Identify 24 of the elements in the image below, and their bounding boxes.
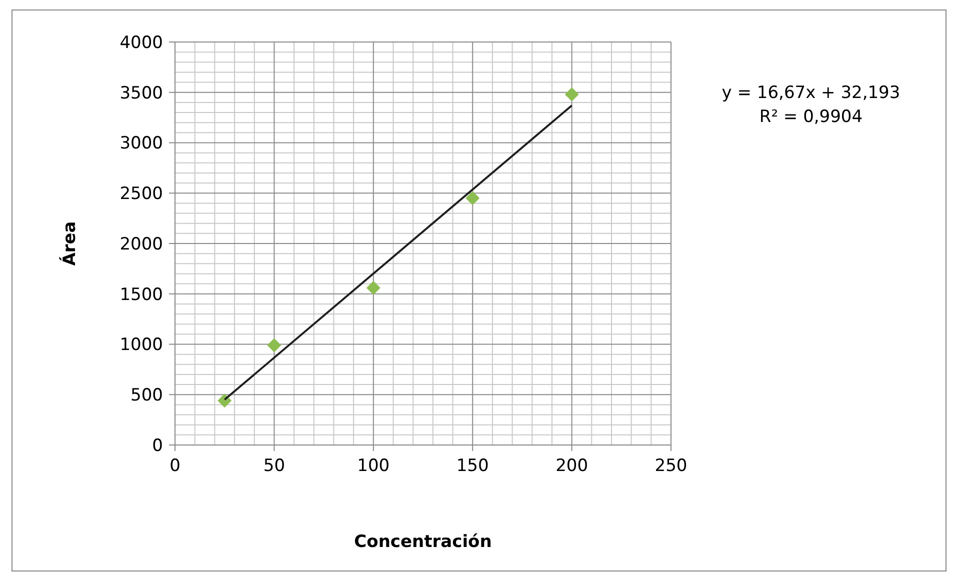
point <box>466 191 480 206</box>
y-tick-label: 2500 <box>120 184 163 204</box>
y-axis-title: Área <box>59 221 80 266</box>
x-tick-label: 50 <box>263 456 286 476</box>
y-tick-label: 2000 <box>120 234 163 254</box>
y-tick-label: 4000 <box>120 32 163 53</box>
point <box>218 394 232 408</box>
x-tick-label: 200 <box>556 456 588 476</box>
y-tick-label: 3000 <box>120 134 163 154</box>
point <box>366 280 380 295</box>
x-tick-label: 250 <box>654 456 688 476</box>
x-tick-label: 150 <box>456 456 489 476</box>
text: R² = 0,9904 <box>759 107 863 127</box>
y-tick-label: 500 <box>130 386 163 406</box>
y-tick-label: 1000 <box>120 335 163 356</box>
y-tick-label: 1500 <box>120 284 163 305</box>
text: y = 16,67x + 32,193 <box>722 83 900 103</box>
y-tick-label: 3500 <box>120 83 163 104</box>
x-tick-label: 0 <box>170 456 180 476</box>
y-tick-label: 0 <box>152 436 163 456</box>
point <box>564 87 579 102</box>
point <box>267 338 282 352</box>
x-axis-title: Concentración <box>354 532 492 552</box>
x-tick-label: 100 <box>357 456 390 476</box>
